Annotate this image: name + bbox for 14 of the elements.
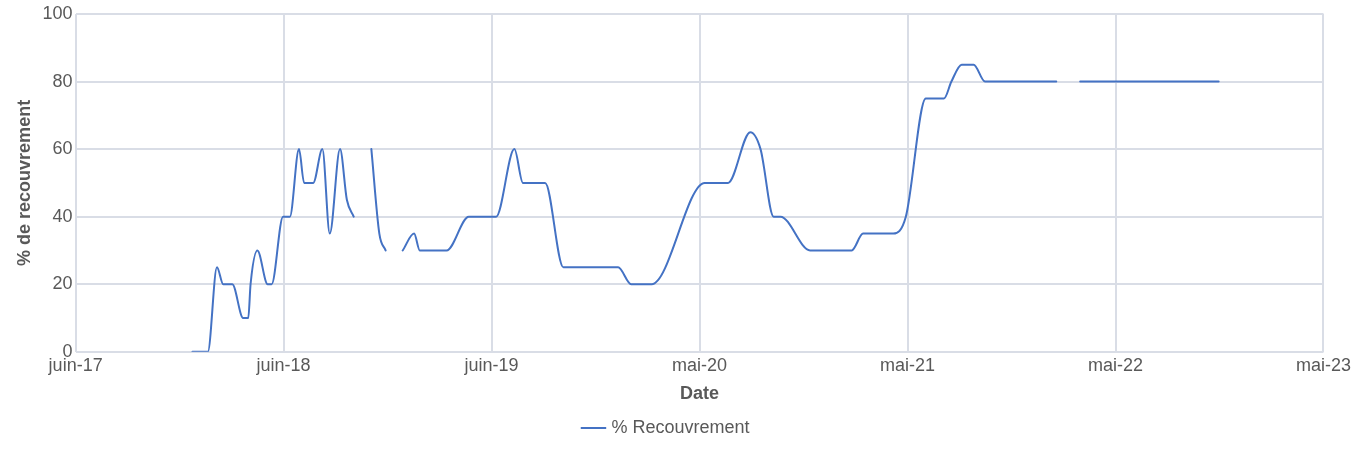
x-tick-label: mai-20 <box>672 354 728 375</box>
x-tick-label: juin-19 <box>463 354 519 375</box>
y-tick-label: 60 <box>52 138 73 159</box>
y-axis-title: % de recouvrement <box>13 99 34 266</box>
x-tick-label: mai-21 <box>880 354 936 375</box>
y-tick-label: 100 <box>42 2 73 23</box>
x-tick-label: juin-18 <box>255 354 311 375</box>
legend-label: % Recouvrement <box>611 416 750 437</box>
x-tick-label: mai-23 <box>1295 354 1352 375</box>
x-tick-label: mai-22 <box>1088 354 1144 375</box>
y-tick-label: 80 <box>52 70 73 91</box>
y-tick-label: 40 <box>52 205 73 226</box>
y-tick-label: 20 <box>52 273 73 294</box>
x-axis-title: Date <box>680 383 720 404</box>
